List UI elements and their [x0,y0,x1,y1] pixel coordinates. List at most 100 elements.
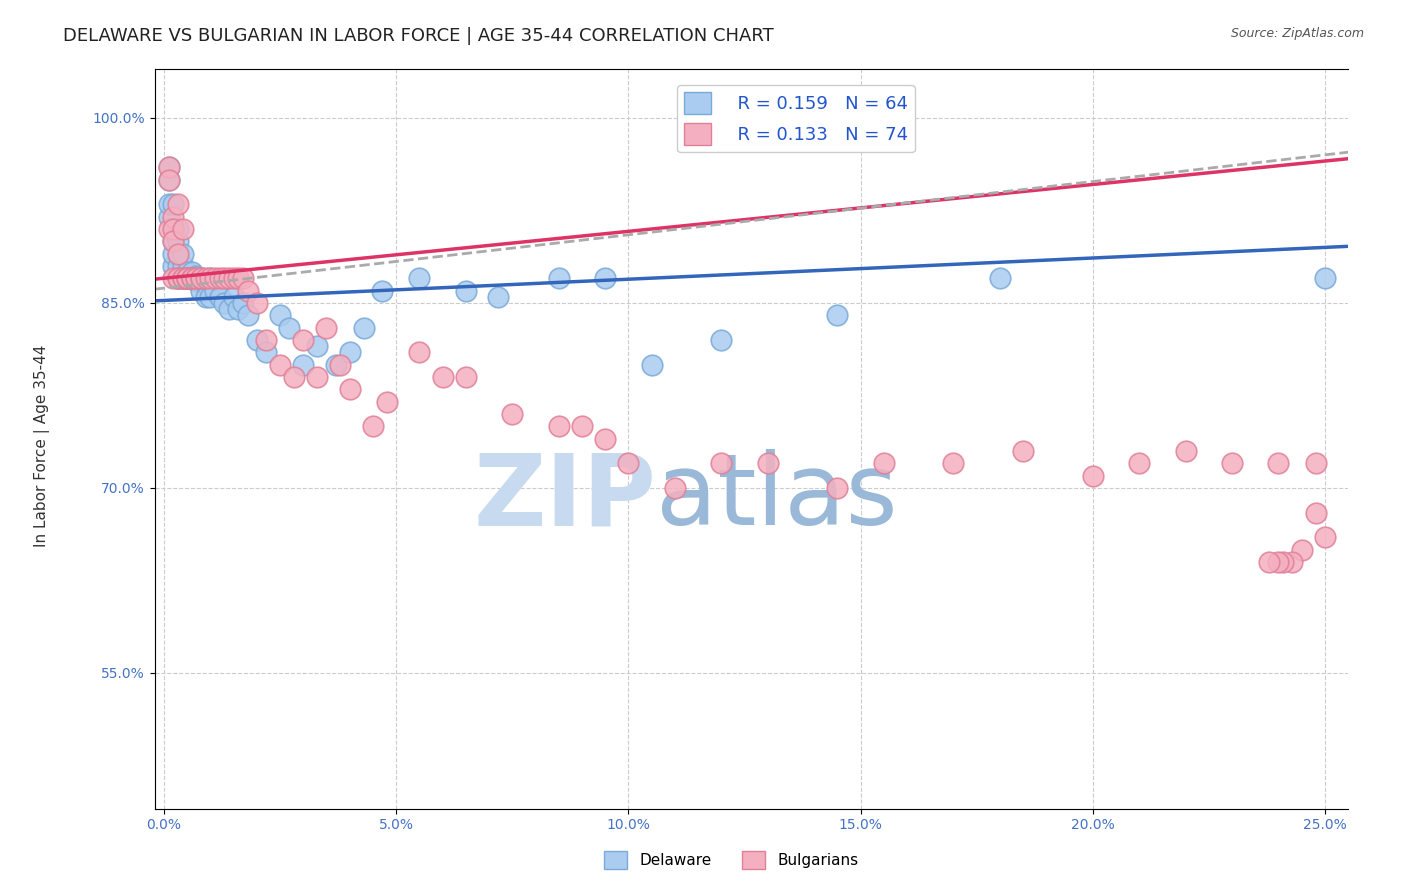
Point [547,271,569,285]
Point [214,296,236,310]
Point [226,271,249,285]
Point [157,210,180,224]
Point [1258,555,1281,569]
Point [190,271,212,285]
Point [339,345,361,359]
Point [172,271,194,285]
Point [1281,555,1303,569]
Point [167,271,190,285]
Point [162,246,184,260]
Point [329,358,352,372]
Point [208,290,231,304]
Point [1313,271,1336,285]
Point [167,246,190,260]
Point [361,419,384,434]
Point [172,259,194,273]
Point [167,271,190,285]
Point [157,222,180,236]
Point [375,394,398,409]
Point [176,265,198,279]
Point [1305,456,1327,470]
Point [827,481,849,495]
Point [593,271,616,285]
Point [176,271,198,285]
Point [218,301,240,316]
Point [640,358,662,372]
Point [226,301,249,316]
Point [254,345,277,359]
Text: Source: ZipAtlas.com: Source: ZipAtlas.com [1230,27,1364,40]
Point [486,290,509,304]
Point [408,271,430,285]
Legend:   R = 0.159   N = 64,   R = 0.133   N = 74: R = 0.159 N = 64, R = 0.133 N = 74 [676,85,915,153]
Point [157,172,180,186]
Point [167,271,190,285]
Point [176,271,198,285]
Point [172,222,194,236]
Point [186,271,208,285]
Point [162,222,184,236]
Point [222,290,245,304]
Point [190,271,212,285]
Point [547,419,569,434]
Point [190,284,212,298]
Point [162,197,184,211]
Point [200,290,222,304]
Point [593,432,616,446]
Point [186,268,208,283]
Point [339,382,361,396]
Point [1267,555,1289,569]
Point [873,456,896,470]
Point [186,274,208,288]
Text: In Labor Force | Age 35-44: In Labor Force | Age 35-44 [34,345,51,547]
Point [292,358,315,372]
Point [254,333,277,347]
Point [1174,444,1197,458]
Point [988,271,1011,285]
Point [246,296,269,310]
Point [617,456,640,470]
Point [307,370,329,384]
Point [278,320,301,334]
Point [246,333,269,347]
Point [1220,456,1243,470]
Point [180,271,202,285]
Point [236,284,259,298]
Point [283,370,305,384]
Point [172,271,194,285]
Point [172,271,194,285]
Point [1081,468,1104,483]
Point [942,456,965,470]
Point [432,370,454,384]
Point [269,358,291,372]
Point [710,456,733,470]
Point [222,271,245,285]
Point [190,274,212,288]
Point [292,333,315,347]
Point [756,456,779,470]
Point [325,358,347,372]
Point [1128,456,1150,470]
Point [1012,444,1035,458]
Point [167,259,190,273]
Point [204,284,226,298]
Point [176,271,198,285]
Point [157,197,180,211]
Point [162,271,184,285]
Point [162,259,184,273]
Point [162,234,184,248]
Point [172,271,194,285]
Point [167,271,190,285]
Text: ZIP: ZIP [472,450,657,546]
Point [167,222,190,236]
Point [194,271,217,285]
Point [190,271,212,285]
Point [157,160,180,174]
Point [454,370,477,384]
Point [204,271,226,285]
Point [167,197,190,211]
Point [371,284,394,298]
Point [307,339,329,353]
Legend: Delaware, Bulgarians: Delaware, Bulgarians [598,845,865,875]
Point [172,246,194,260]
